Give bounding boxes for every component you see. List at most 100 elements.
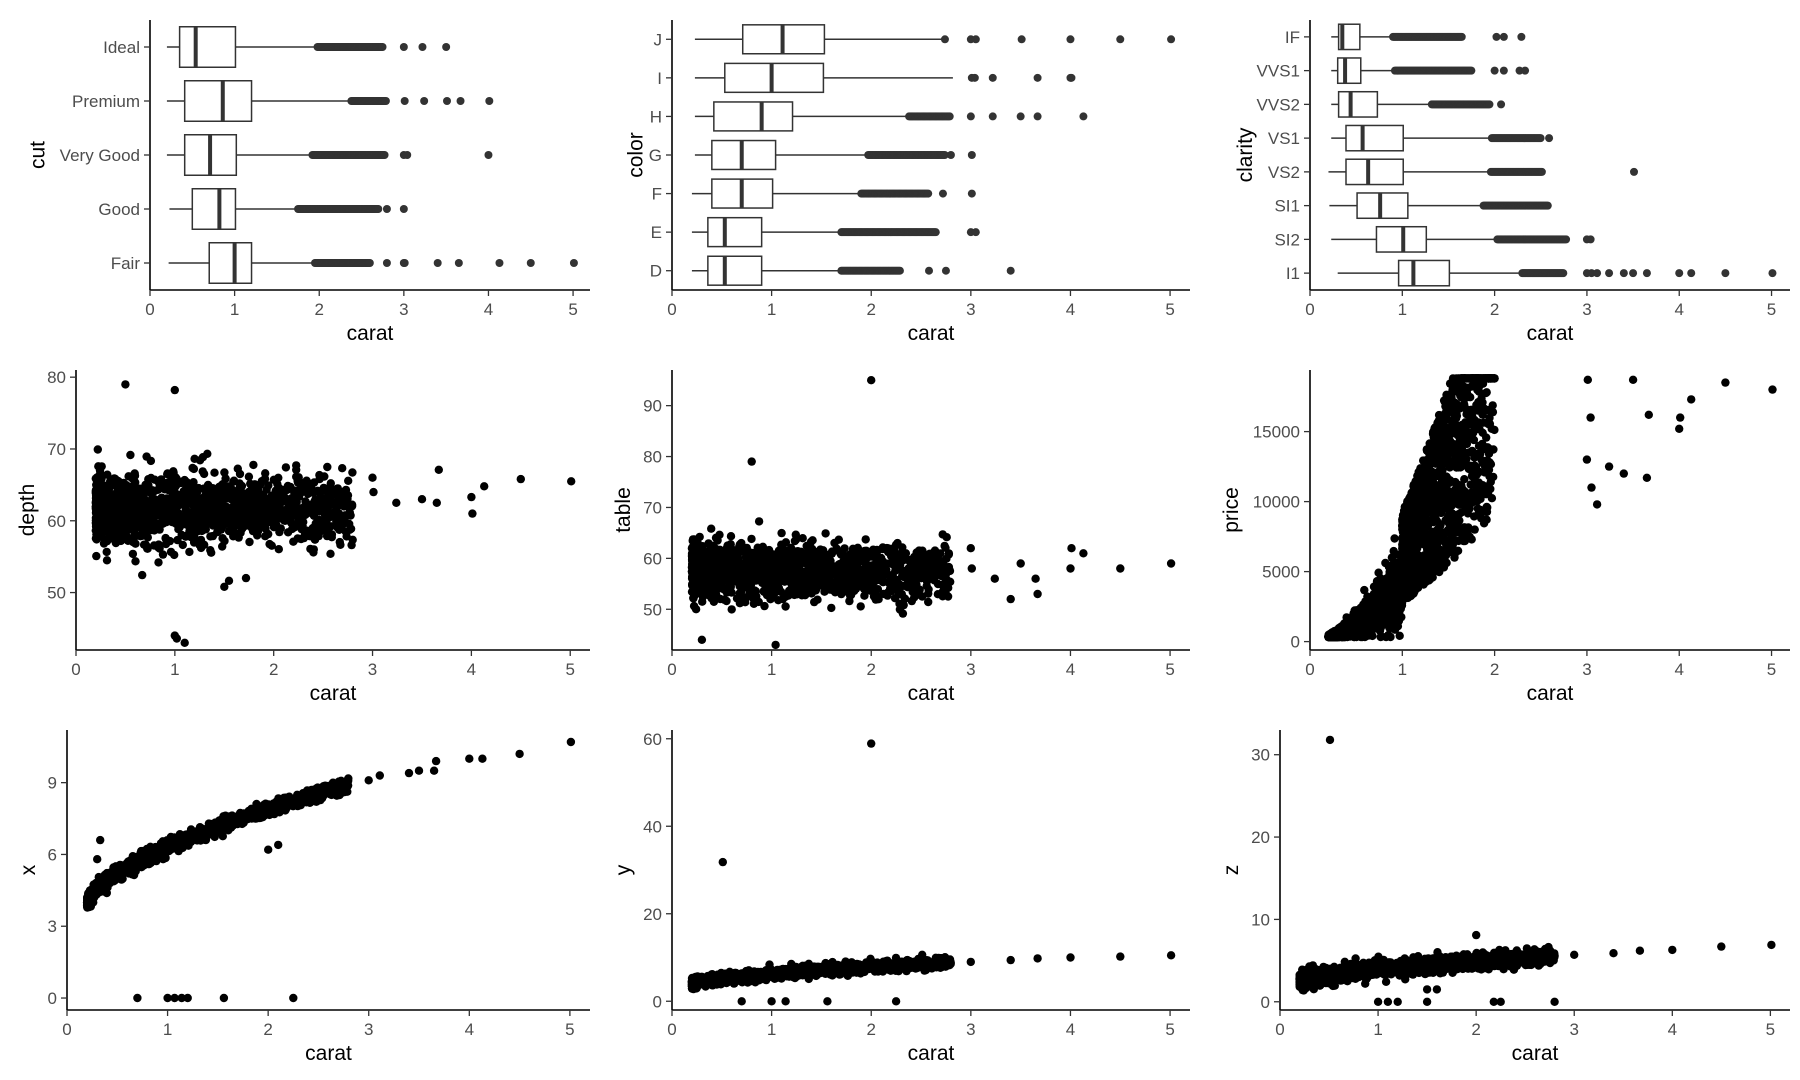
data-point bbox=[218, 480, 227, 489]
data-point bbox=[432, 498, 441, 507]
data-point bbox=[249, 460, 258, 470]
data-point bbox=[230, 507, 239, 516]
data-point bbox=[189, 501, 198, 510]
data-point bbox=[156, 521, 165, 530]
scatter-points bbox=[687, 376, 1176, 650]
y-axis-title: cut bbox=[27, 141, 50, 169]
data-point bbox=[1066, 564, 1075, 573]
data-point bbox=[245, 537, 254, 547]
y-tick-label: 0 bbox=[1291, 633, 1300, 652]
data-point bbox=[771, 640, 780, 650]
data-point bbox=[856, 602, 865, 611]
data-point bbox=[417, 495, 427, 504]
outlier-point bbox=[1499, 66, 1508, 75]
data-point bbox=[201, 520, 210, 529]
data-point bbox=[1390, 534, 1399, 543]
data-point bbox=[848, 544, 858, 553]
x-tick-label: 5 bbox=[1767, 660, 1776, 679]
data-point bbox=[301, 510, 310, 519]
box-iqr bbox=[724, 62, 825, 94]
y-tick-label: 50 bbox=[643, 600, 662, 619]
data-point bbox=[873, 585, 883, 594]
x-tick-label: 3 bbox=[399, 300, 408, 319]
y-axis-title: clarity bbox=[1234, 127, 1257, 182]
outlier-point bbox=[1517, 32, 1526, 41]
outlier-point bbox=[374, 205, 383, 213]
data-point bbox=[773, 571, 783, 580]
y-tick-label: 10000 bbox=[1253, 493, 1300, 512]
data-point bbox=[241, 573, 251, 583]
data-point bbox=[267, 541, 276, 550]
x-tick-label: 3 bbox=[1582, 660, 1591, 679]
y-tick-label: D bbox=[650, 262, 662, 281]
data-point bbox=[722, 575, 731, 585]
x-tick-label: 0 bbox=[1305, 660, 1314, 679]
data-point bbox=[744, 561, 753, 571]
data-point bbox=[185, 547, 194, 557]
data-point bbox=[861, 535, 870, 544]
data-point bbox=[166, 547, 176, 557]
data-point bbox=[102, 504, 111, 513]
x-tick-label: 4 bbox=[1066, 660, 1075, 679]
data-point bbox=[133, 489, 142, 498]
y-tick-label: 90 bbox=[643, 397, 662, 416]
box-E bbox=[691, 216, 980, 248]
x-tick-label: 3 bbox=[368, 660, 377, 679]
outlier-point bbox=[1521, 66, 1530, 75]
data-point bbox=[143, 533, 152, 542]
outlier-point bbox=[970, 73, 979, 82]
data-point bbox=[276, 524, 285, 533]
data-point bbox=[174, 525, 183, 534]
data-point bbox=[146, 473, 156, 483]
data-point bbox=[309, 545, 318, 554]
outlier-point bbox=[1033, 112, 1042, 121]
data-point bbox=[815, 551, 824, 560]
outlier-point bbox=[941, 266, 950, 275]
data-point bbox=[241, 521, 251, 530]
outlier-point bbox=[1586, 235, 1595, 244]
outlier-point bbox=[971, 228, 980, 237]
data-point bbox=[348, 468, 357, 477]
data-point bbox=[348, 535, 357, 544]
outlier-point bbox=[381, 97, 390, 105]
data-point bbox=[824, 571, 834, 580]
data-point bbox=[323, 462, 332, 472]
outlier-point bbox=[967, 189, 976, 198]
data-point bbox=[788, 547, 798, 556]
data-point bbox=[703, 552, 712, 561]
y-axis-title: table bbox=[612, 487, 635, 533]
y-tick-label: Very Good bbox=[60, 146, 140, 165]
data-point bbox=[840, 544, 849, 553]
data-point bbox=[746, 580, 756, 590]
outlier-point bbox=[400, 259, 409, 267]
data-point bbox=[336, 518, 345, 528]
data-point bbox=[932, 561, 941, 570]
data-point bbox=[690, 572, 700, 581]
data-point bbox=[178, 540, 187, 550]
data-point bbox=[203, 449, 212, 458]
outlier-point bbox=[1467, 66, 1476, 75]
outlier-point bbox=[484, 151, 493, 159]
box-G bbox=[694, 139, 976, 171]
data-point bbox=[516, 474, 525, 484]
x-tick-label: 2 bbox=[866, 660, 875, 679]
data-point bbox=[157, 493, 167, 503]
data-point bbox=[916, 563, 925, 572]
box-SI2 bbox=[1331, 225, 1595, 253]
outlier-point bbox=[1687, 269, 1696, 278]
y-tick-label: IF bbox=[1285, 28, 1300, 47]
data-point bbox=[317, 524, 326, 534]
data-point bbox=[1360, 585, 1369, 595]
outlier-point bbox=[1079, 112, 1088, 121]
data-point bbox=[128, 521, 137, 530]
outlier-point bbox=[1642, 269, 1651, 278]
data-point bbox=[235, 469, 245, 479]
y-tick-label: H bbox=[650, 107, 662, 126]
data-point bbox=[924, 585, 933, 594]
data-point bbox=[224, 517, 233, 526]
outlier-point bbox=[399, 205, 408, 213]
data-point bbox=[293, 534, 302, 543]
data-point bbox=[823, 550, 833, 560]
box-H bbox=[694, 101, 1088, 132]
